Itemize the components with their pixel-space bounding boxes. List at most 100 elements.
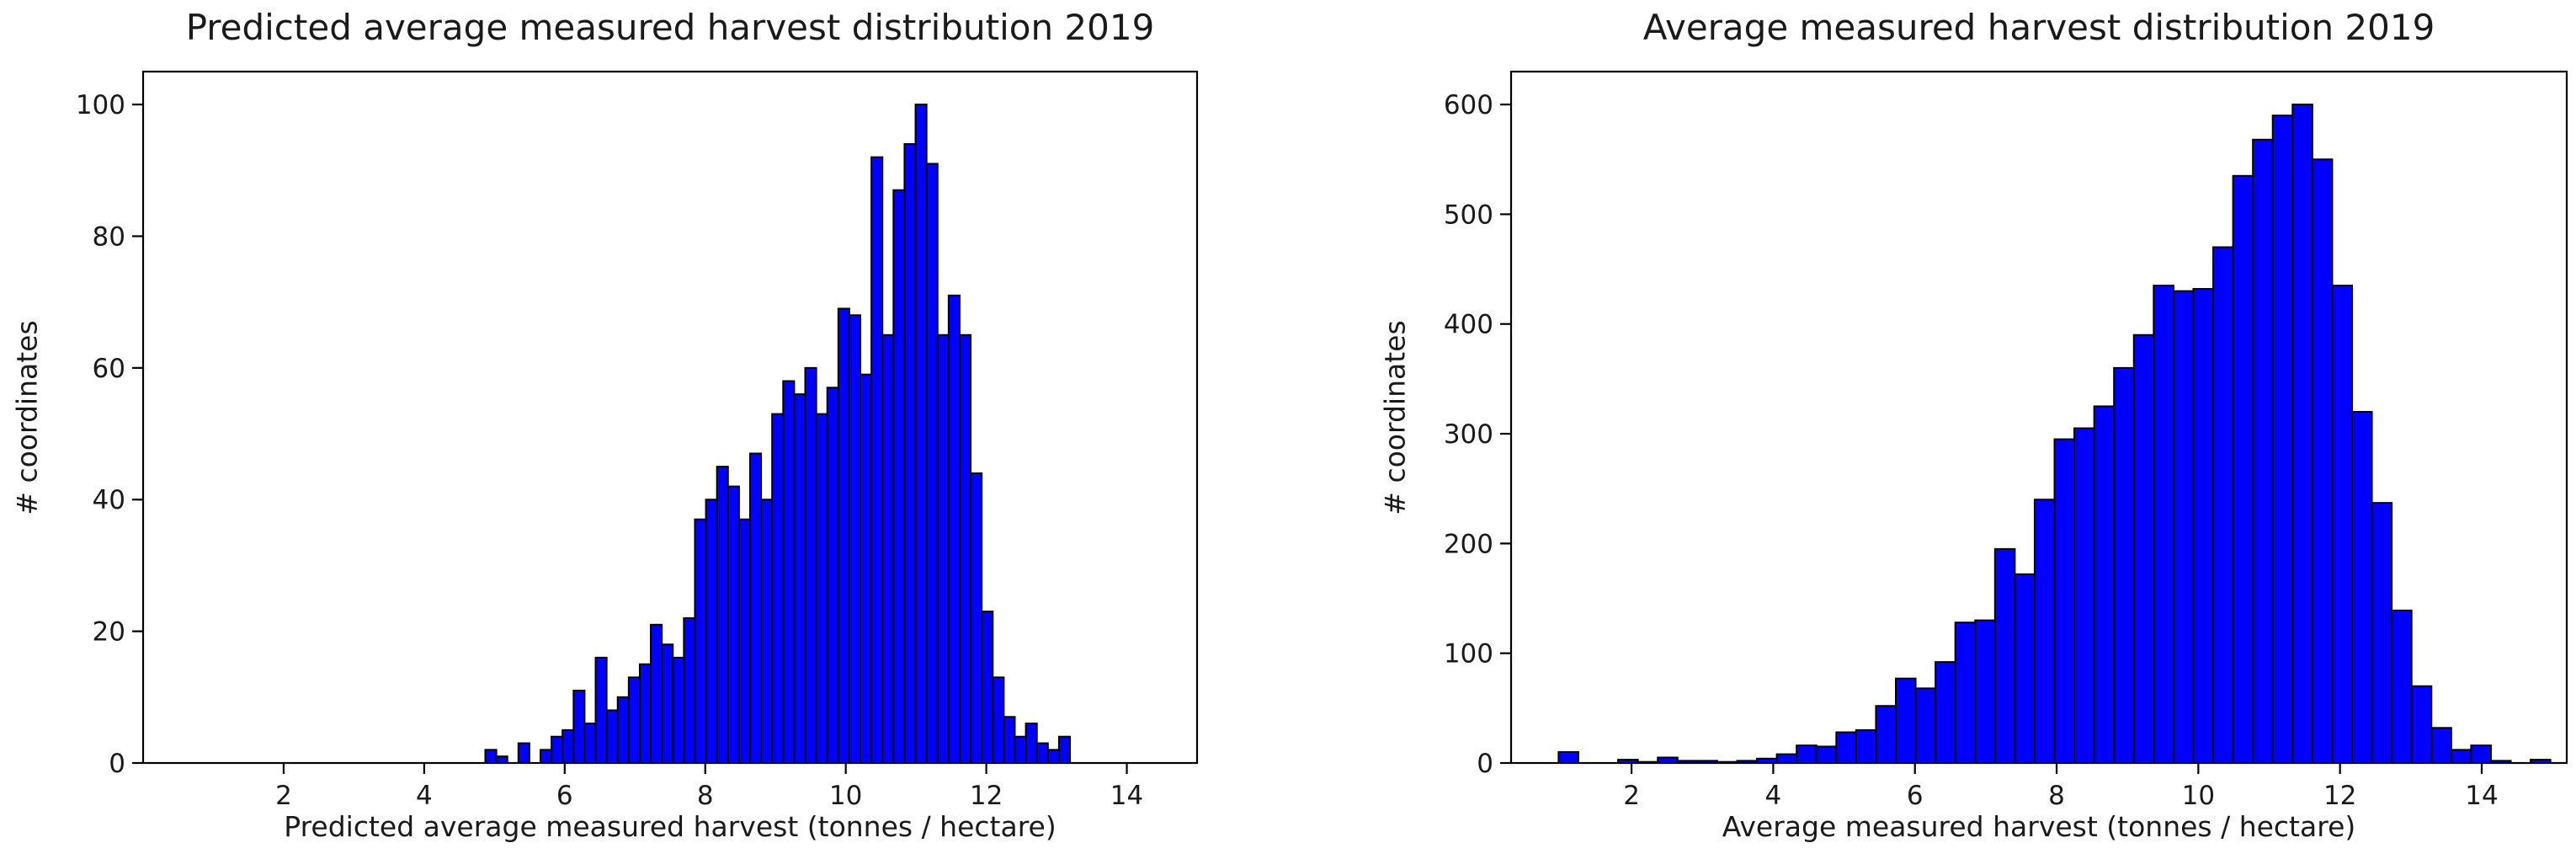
histogram-bar <box>2132 333 2155 764</box>
histogram-bar <box>992 676 1005 764</box>
left-chart-title: Predicted average measured harvest distr… <box>185 7 1155 48</box>
histogram-bar <box>2271 115 2294 764</box>
y-tick-label: 0 <box>1477 749 1493 779</box>
histogram-bar <box>2153 285 2174 764</box>
histogram-bar <box>936 333 950 764</box>
histogram-bars <box>1557 104 2552 765</box>
histogram-bar <box>860 373 873 764</box>
histogram-bar <box>1855 728 1877 765</box>
histogram-bar <box>1057 735 1072 764</box>
histogram-bar <box>484 749 498 764</box>
histogram-bar <box>495 755 508 764</box>
x-tick-label: 10 <box>2182 781 2215 811</box>
histogram-bar <box>1974 619 1996 765</box>
chart-1: 2 4 6 8 10 12 14 0 100 200 300 400 500 600 <box>1444 70 2568 811</box>
x-tick-label: 4 <box>416 781 433 811</box>
histogram-bar <box>2430 727 2452 764</box>
histogram-bar <box>1993 547 2016 764</box>
x-tick-label: 14 <box>1110 781 1143 811</box>
histogram-bar <box>1046 749 1060 764</box>
histogram-bar <box>804 366 817 764</box>
histogram-bar <box>2073 427 2095 764</box>
y-tick-label: 0 <box>109 749 125 779</box>
x-tick-label: 14 <box>2465 781 2498 811</box>
histogram-bar <box>1815 745 1838 765</box>
histogram-bar <box>848 314 862 764</box>
x-tick-label: 12 <box>2323 781 2356 811</box>
y-axis-ticks: 0 20 40 60 80 100 <box>76 90 143 779</box>
histogram-bar <box>583 723 597 765</box>
histogram-bar <box>2113 366 2135 764</box>
histogram-bar <box>2252 138 2274 765</box>
histogram-bar <box>638 663 652 765</box>
y-axis-ticks: 0 100 200 300 400 500 600 <box>1444 90 1511 779</box>
histogram-bar <box>947 294 961 765</box>
histogram-bar <box>2192 288 2215 764</box>
histogram-bar <box>2033 499 2056 764</box>
histogram-bar <box>551 735 564 764</box>
histogram-bar <box>2331 285 2353 764</box>
histogram-bar <box>981 611 994 764</box>
histogram-bar <box>2014 573 2036 764</box>
x-tick-label: 10 <box>829 781 862 811</box>
histogram-bar <box>1894 677 1917 764</box>
x-tick-label: 2 <box>1623 781 1640 811</box>
histogram-bar <box>1935 661 1956 764</box>
histogram-bar <box>672 656 685 765</box>
histogram-bar <box>572 689 586 764</box>
left-chart-x-axis-label: Predicted average measured harvest (tonn… <box>284 810 1056 843</box>
x-tick-label: 8 <box>697 781 714 811</box>
histogram-bar <box>970 472 983 765</box>
histogram-bar <box>748 452 763 764</box>
histogram-bar <box>1025 723 1038 765</box>
histogram-bar <box>760 499 774 764</box>
histogram-bar <box>826 387 839 764</box>
histogram-bar <box>815 413 828 764</box>
y-tick-label: 400 <box>1444 310 1493 340</box>
histogram-bar <box>2311 158 2334 764</box>
right-chart-y-axis-label: # coordinates <box>1378 319 1412 515</box>
histogram-bar <box>594 656 608 765</box>
chart-0: 2 4 6 8 10 12 14 0 20 40 60 80 100 <box>76 70 1199 811</box>
histogram-bar <box>2350 410 2373 764</box>
histogram-bar <box>627 676 641 764</box>
histogram-bar <box>705 499 718 764</box>
histogram-bar <box>726 485 740 764</box>
histogram-bar <box>793 393 806 764</box>
histogram-bar <box>881 333 895 764</box>
histogram-bar <box>1796 744 1818 765</box>
x-axis-ticks: 2 4 6 8 10 12 14 <box>275 763 1143 811</box>
y-tick-label: 40 <box>93 485 125 515</box>
y-tick-label: 20 <box>93 617 125 648</box>
histogram-bar <box>837 307 850 764</box>
right-chart-title: Average measured harvest distribution 20… <box>1642 7 2435 48</box>
histogram-bar <box>562 728 575 765</box>
histogram-bar <box>517 742 530 764</box>
histogram-bar <box>1003 716 1016 765</box>
histogram-bar <box>694 518 707 764</box>
histogram-bar <box>716 466 729 764</box>
histogram-bar <box>661 643 674 765</box>
histogram-bar <box>870 156 884 764</box>
y-tick-label: 200 <box>1444 529 1493 559</box>
axes-frame <box>141 70 1199 765</box>
left-chart-y-axis-label: # coordinates <box>10 319 44 515</box>
x-tick-label: 6 <box>556 781 573 811</box>
histogram-bar <box>2232 174 2254 765</box>
histogram-bar <box>2172 290 2195 764</box>
x-tick-label: 6 <box>1907 781 1924 811</box>
histogram-bar <box>2410 685 2433 765</box>
histogram-bar <box>2450 749 2472 764</box>
y-tick-label: 600 <box>1444 90 1493 120</box>
histogram-bar <box>1557 750 1579 764</box>
histogram-bar <box>1035 742 1049 764</box>
histogram-bar <box>1014 735 1027 764</box>
x-axis-ticks: 2 4 6 8 10 12 14 <box>1623 763 2499 811</box>
histogram-bar <box>903 143 917 764</box>
histogram-bar <box>2391 609 2413 764</box>
y-tick-label: 500 <box>1444 200 1493 230</box>
x-tick-label: 4 <box>1765 781 1782 811</box>
histogram-bar <box>2291 104 2313 765</box>
